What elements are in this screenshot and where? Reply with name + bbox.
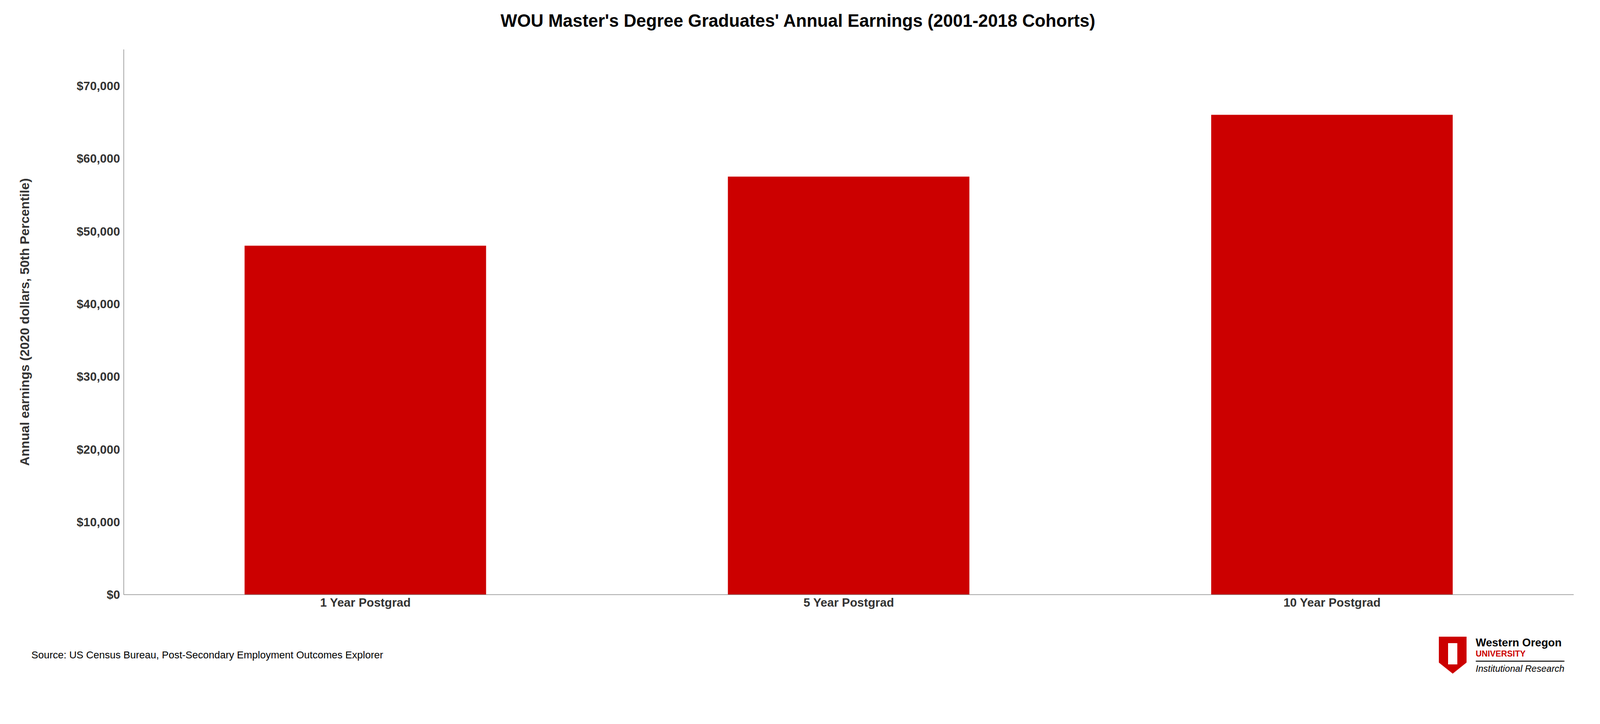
svg-text:$30,000: $30,000: [76, 369, 121, 384]
svg-text:$60,000: $60,000: [76, 151, 121, 166]
html-text:UNIVERSITY: UNIVERSITY: [1475, 648, 1526, 659]
svg-text:$20,000: $20,000: [76, 442, 121, 457]
html-text:Source: US Census Bureau, Post: Source: US Census Bureau, Post-Secondary…: [31, 648, 384, 661]
html-text:Western Oregon: Western Oregon: [1475, 635, 1562, 649]
html-text:Institutional Research: Institutional Research: [1475, 663, 1565, 674]
svg-text:1 Year Postgrad: 1 Year Postgrad: [320, 595, 411, 610]
html-text:WOU Master's Degree Graduates': WOU Master's Degree Graduates' Annual Ea…: [500, 11, 1096, 31]
svg-text:$0: $0: [106, 587, 121, 602]
svg-text:$40,000: $40,000: [76, 296, 121, 311]
svg-text:Annual earnings (2020 dollars,: Annual earnings (2020 dollars, 50th Perc…: [17, 178, 32, 466]
svg-text:5 Year Postgrad: 5 Year Postgrad: [803, 595, 894, 610]
svg-text:$50,000: $50,000: [76, 224, 121, 239]
svg-text:$70,000: $70,000: [76, 78, 121, 93]
svg-text:10 Year Postgrad: 10 Year Postgrad: [1283, 595, 1381, 610]
svg-text:$10,000: $10,000: [76, 514, 121, 529]
